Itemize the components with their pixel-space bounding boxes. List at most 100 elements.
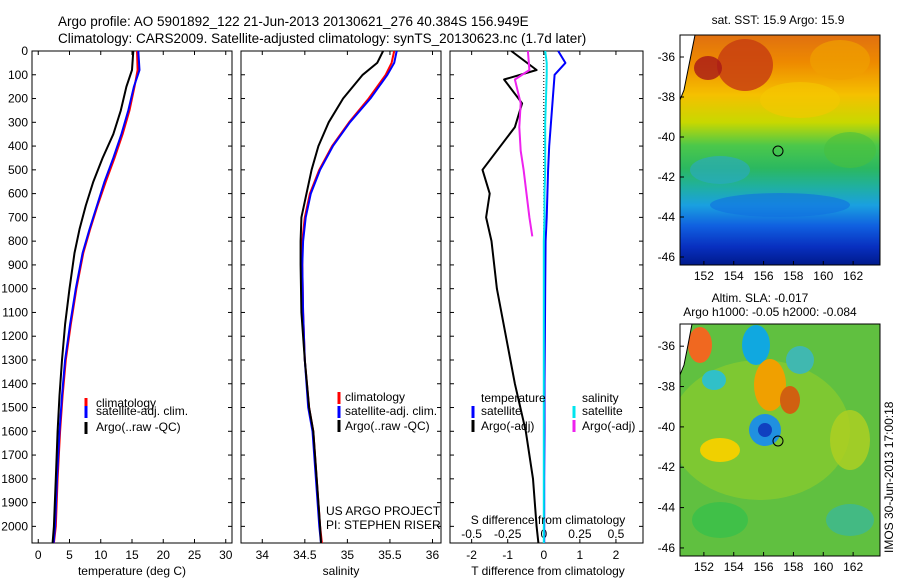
x-tick-label: 152 xyxy=(694,560,714,574)
series-line xyxy=(52,50,141,544)
argo-float-marker xyxy=(772,435,784,447)
y-tick-label: 900 xyxy=(8,258,28,272)
y-tick-label: -44 xyxy=(658,210,676,224)
y-tick-label: 1500 xyxy=(1,401,28,415)
salinity-lines xyxy=(299,50,398,544)
y-tick-label: 800 xyxy=(8,234,28,248)
legend-label-argo: Argo(..raw -QC) xyxy=(345,419,430,433)
legend-label-s-argo: Argo(-adj) xyxy=(582,419,635,433)
x-tick-label: 34.5 xyxy=(293,548,317,562)
y-tick-label: -38 xyxy=(658,380,676,394)
x-tick-label: 0 xyxy=(540,548,547,562)
s-tick-label: -0.5 xyxy=(461,527,482,541)
x-tick-label: 156 xyxy=(754,560,774,574)
legend-label-s-satellite: satellite xyxy=(582,404,623,418)
sla-field xyxy=(680,324,880,556)
sla-map-title-2: Argo h1000: -0.05 h2000: -0.084 xyxy=(683,305,857,319)
s-tick-label: 0.25 xyxy=(568,527,592,541)
legend-header-salinity: salinity xyxy=(582,391,619,405)
sla-map: Altim. SLA: -0.017 Argo h1000: -0.05 h20… xyxy=(658,291,881,574)
x-tick-label: 152 xyxy=(694,269,714,283)
x-tick-label: 25 xyxy=(188,548,202,562)
y-tick-label: 400 xyxy=(8,139,28,153)
y-tick-label: 1400 xyxy=(1,377,28,391)
x-tick-label: 34 xyxy=(256,548,270,562)
x-tick-label: 162 xyxy=(843,560,863,574)
x-tick-label: 5 xyxy=(66,548,73,562)
sst-field xyxy=(680,35,880,265)
x-tick-label: 158 xyxy=(783,269,803,283)
series-line xyxy=(542,50,548,543)
y-tick-label: 100 xyxy=(8,68,28,82)
legend-label-climatology: climatology xyxy=(96,396,156,410)
legend-label-climatology: climatology xyxy=(345,390,405,404)
sst-map-ticks: 152 154 156 158 160 162 -36 -38 -40 -42 -44 -46 xyxy=(658,50,864,283)
x-tick-label: 154 xyxy=(724,560,744,574)
x-tick-label: 158 xyxy=(783,560,803,574)
x-tick-label: 10 xyxy=(94,548,108,562)
y-tick-label: -46 xyxy=(658,250,676,264)
imos-credit: IMOS 30-Jun-2013 17:00:18 xyxy=(882,401,896,553)
y-tick-label: 1200 xyxy=(1,329,28,343)
temperature-panel: 0100200300400500600700800900100011001200… xyxy=(1,44,232,578)
salinity-xlabel: salinity xyxy=(323,564,360,578)
project-line-1: US ARGO PROJECT xyxy=(326,504,441,518)
x-tick-label: 160 xyxy=(813,560,833,574)
sla-map-title-1: Altim. SLA: -0.017 xyxy=(712,291,809,305)
s-tick-label: -0.25 xyxy=(494,527,522,541)
sst-map-title: sat. SST: 15.9 Argo: 15.9 xyxy=(712,13,845,27)
header-line-1: Argo profile: AO 5901892_122 21-Jun-2013… xyxy=(58,14,529,29)
salinity-legend: climatology satellite-adj. clim. Argo(..… xyxy=(337,390,437,433)
difference-legend: temperature salinity satellite Argo(-adj… xyxy=(471,391,635,433)
legend-label-t-satellite: satellite xyxy=(481,404,522,418)
sst-map-frame xyxy=(679,34,881,266)
series-line xyxy=(481,50,540,544)
temperature-lines xyxy=(51,50,141,544)
y-tick-label: -40 xyxy=(658,420,676,434)
y-tick-label: 300 xyxy=(8,115,28,129)
y-tick-label: 1300 xyxy=(1,353,28,367)
y-tick-label: 700 xyxy=(8,210,28,224)
x-tick-label: -2 xyxy=(466,548,477,562)
x-tick-label: 1 xyxy=(577,548,584,562)
y-tick-label: -40 xyxy=(658,130,676,144)
x-tick-label: 156 xyxy=(754,269,774,283)
y-tick-label: 1000 xyxy=(1,282,28,296)
salinity-axes xyxy=(240,50,442,544)
y-tick-label: 1800 xyxy=(1,472,28,486)
series-line xyxy=(51,50,135,544)
legend-label-t-argo: Argo(-adj) xyxy=(481,419,534,433)
temperature-axes xyxy=(31,50,233,544)
series-line xyxy=(299,50,384,544)
x-tick-label: 0 xyxy=(35,548,42,562)
temperature-xlabel: temperature (deg C) xyxy=(78,564,186,578)
x-tick-label: 15 xyxy=(125,548,139,562)
difference-xlabel: T difference from climatology xyxy=(471,564,625,578)
sla-map-ticks: 152 154 156 158 160 162 -36 -38 -40 -42 -44 -46 xyxy=(658,339,864,574)
x-tick-label: 35 xyxy=(341,548,355,562)
y-tick-label: 600 xyxy=(8,187,28,201)
x-tick-label: -1 xyxy=(502,548,513,562)
salinity-panel: 34 34.5 35 35.5 36 climatology satellite-adj… xyxy=(240,50,442,578)
temperature-legend: climatology satellite-adj. clim. Argo(..… xyxy=(84,396,188,434)
y-tick-label: 1600 xyxy=(1,424,28,438)
y-tick-label: -36 xyxy=(658,339,676,353)
x-tick-label: 160 xyxy=(813,269,833,283)
legend-label-satellite: satellite-adj. clim. xyxy=(345,404,437,418)
y-tick-label: 1900 xyxy=(1,496,28,510)
y-tick-label: 1700 xyxy=(1,448,28,462)
difference-xlabel-top: S difference from climatology xyxy=(471,513,626,527)
argo-float-marker xyxy=(772,145,784,157)
y-tick-label: 500 xyxy=(8,163,28,177)
legend-label-argo: Argo(..raw -QC) xyxy=(96,420,181,434)
legend-header-temperature: temperature xyxy=(481,391,546,405)
x-tick-label: 36 xyxy=(426,548,440,562)
temperature-ticks: 0100200300400500600700800900100011001200… xyxy=(1,44,232,562)
salinity-ticks: 34 34.5 35 35.5 36 xyxy=(241,50,441,562)
legend-label-satellite: satellite-adj. clim. xyxy=(96,404,188,418)
series-line xyxy=(513,50,534,237)
y-tick-label: 2000 xyxy=(1,519,28,533)
sla-map-frame xyxy=(679,323,881,557)
